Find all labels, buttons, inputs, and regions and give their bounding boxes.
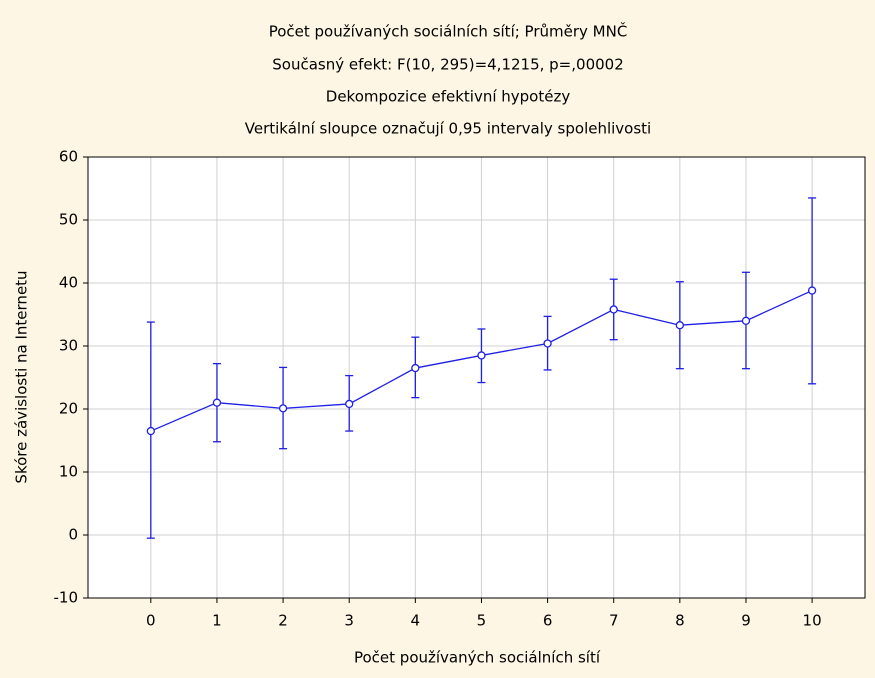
x-tick-label: 2: [278, 612, 288, 630]
subtitle: Současný efekt: F(10, 295)=4,1215, p=,00…: [272, 56, 624, 74]
y-tick-label: 40: [59, 274, 78, 292]
x-tick-label: 1: [212, 612, 222, 630]
x-tick-label: 8: [675, 612, 685, 630]
point: [543, 339, 552, 348]
x-tick-label: 3: [344, 612, 354, 630]
x-tick-label: 5: [477, 612, 487, 630]
x-axis-label: Počet používaných sociálních sítí: [354, 649, 601, 667]
x-tick-label: 7: [609, 612, 619, 630]
y-tick-label: 30: [59, 337, 78, 355]
x-tick-label: 9: [741, 612, 751, 630]
plot-frame: [87, 156, 866, 599]
subtitle: Vertikální sloupce označují 0,95 interva…: [245, 120, 651, 138]
point: [411, 363, 420, 373]
subtitle: Dekompozice efektivní hypotézy: [326, 88, 571, 106]
point: [741, 316, 751, 325]
point: [345, 399, 354, 409]
point: [477, 351, 486, 360]
y-tick-label: 50: [59, 211, 78, 229]
y-tick-label: 0: [68, 526, 78, 544]
y-tick-label: 20: [59, 400, 78, 418]
y-tick-label: 60: [59, 148, 78, 166]
point: [278, 404, 288, 413]
point: [146, 426, 155, 436]
y-axis-label: Skóre závislosti na Internetu: [13, 270, 31, 483]
y-tick-label: -10: [54, 589, 79, 607]
plot-area: [88, 157, 865, 598]
x-tick-label: 0: [146, 612, 156, 630]
point: [609, 305, 618, 314]
point: [675, 321, 684, 330]
x-tick-label: 10: [803, 612, 822, 630]
y-tick-label: 10: [59, 463, 78, 481]
chart-title: Počet používaných sociálních sítí; Průmě…: [269, 22, 628, 41]
x-tick-label: 6: [543, 612, 553, 630]
point: [807, 286, 817, 295]
point: [212, 398, 222, 407]
x-tick-label: 4: [411, 612, 421, 630]
